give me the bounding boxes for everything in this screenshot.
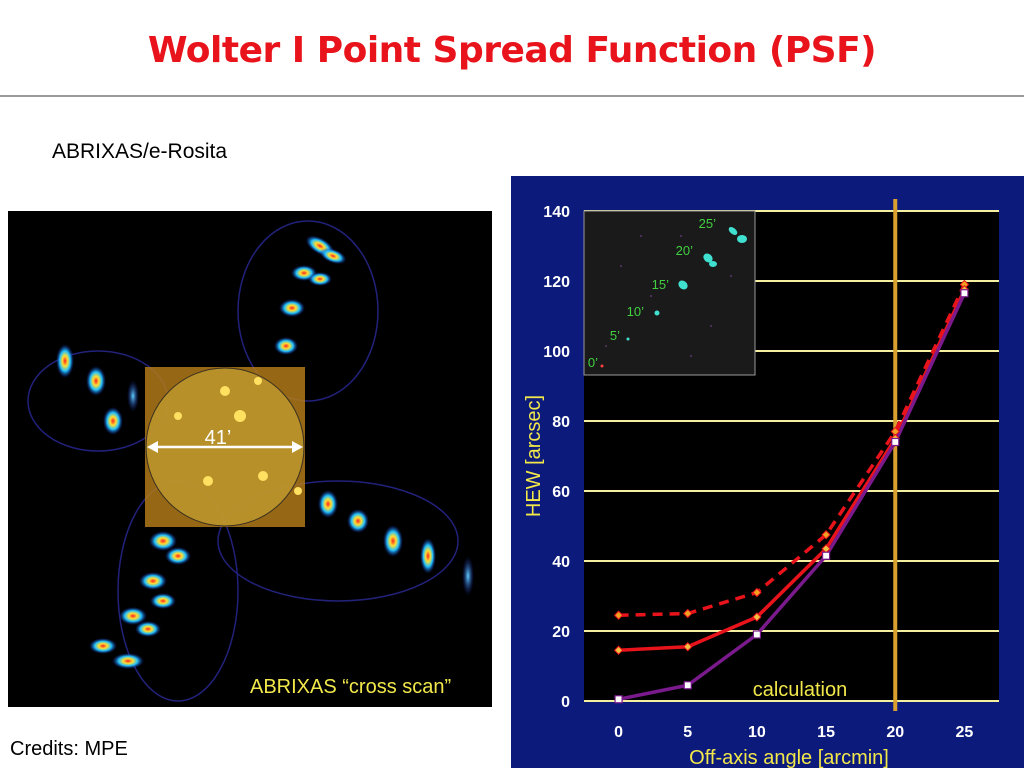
data-point-diamond <box>752 612 762 622</box>
inset-label: 0’ <box>588 355 598 370</box>
inset-label: 20’ <box>676 243 693 258</box>
x-tick-label: 20 <box>886 724 904 741</box>
subtitle: ABRIXAS/e-Rosita <box>52 140 228 163</box>
y-tick-label: 40 <box>552 554 570 571</box>
series-line <box>618 283 967 617</box>
y-tick-label: 80 <box>552 414 570 431</box>
title-divider <box>0 95 1024 97</box>
psf-caption: ABRIXAS “cross scan” <box>250 676 452 698</box>
data-point-diamond <box>613 610 624 620</box>
scale-arrow-left-icon <box>147 441 158 453</box>
y-axis-label: HEW [arcsec] <box>523 395 545 517</box>
y-tick-label: 140 <box>543 204 570 221</box>
x-tick-label: 25 <box>956 724 974 741</box>
data-point-square <box>614 695 623 704</box>
inset-image <box>583 210 756 376</box>
psf-spots <box>56 235 474 669</box>
psf-image: 41’ <box>8 211 492 707</box>
y-tick-label: 20 <box>552 624 570 641</box>
credits: Credits: MPE <box>10 738 128 760</box>
scale-label: 41’ <box>205 427 232 449</box>
data-point-diamond <box>613 645 624 655</box>
data-point-square <box>752 630 762 639</box>
data-point-square <box>683 681 692 690</box>
inset-label: 10’ <box>627 304 644 319</box>
y-tick-label: 0 <box>561 694 570 711</box>
x-tick-label: 15 <box>817 724 835 741</box>
data-point-square <box>891 437 900 447</box>
inset-label: 15’ <box>652 277 669 292</box>
x-axis-label: Off-axis angle [arcmin] <box>689 747 889 768</box>
data-point-square <box>821 551 831 560</box>
hew-chart-panel: 0 20 40 60 80 100 120 140 0 5 10 15 20 25 25’ 20’ 15’ 1… <box>511 176 1024 768</box>
x-tick-label: 0 <box>614 724 623 741</box>
calculation-annotation: calculation <box>753 679 848 701</box>
data-point-diamond <box>683 642 693 652</box>
inset-label: 5’ <box>610 328 620 343</box>
data-point-diamond <box>752 587 762 598</box>
series-line <box>618 292 967 701</box>
data-point-diamond <box>821 530 831 540</box>
inner-spots <box>174 377 302 495</box>
y-tick-label: 120 <box>543 274 570 291</box>
slide-title: Wolter I Point Spread Function (PSF) <box>147 30 877 71</box>
y-tick-label: 100 <box>543 344 570 361</box>
y-tick-label: 60 <box>552 484 570 501</box>
data-point-diamond <box>683 608 693 619</box>
x-tick-label: 10 <box>748 724 766 741</box>
hew-chart: 0 20 40 60 80 100 120 140 0 5 10 15 20 25 25’ 20’ 15’ 1… <box>523 199 999 768</box>
x-tick-label: 5 <box>683 724 692 741</box>
scale-arrow-right-icon <box>292 441 303 453</box>
data-point-square <box>960 289 969 298</box>
inset-label: 25’ <box>699 216 716 231</box>
